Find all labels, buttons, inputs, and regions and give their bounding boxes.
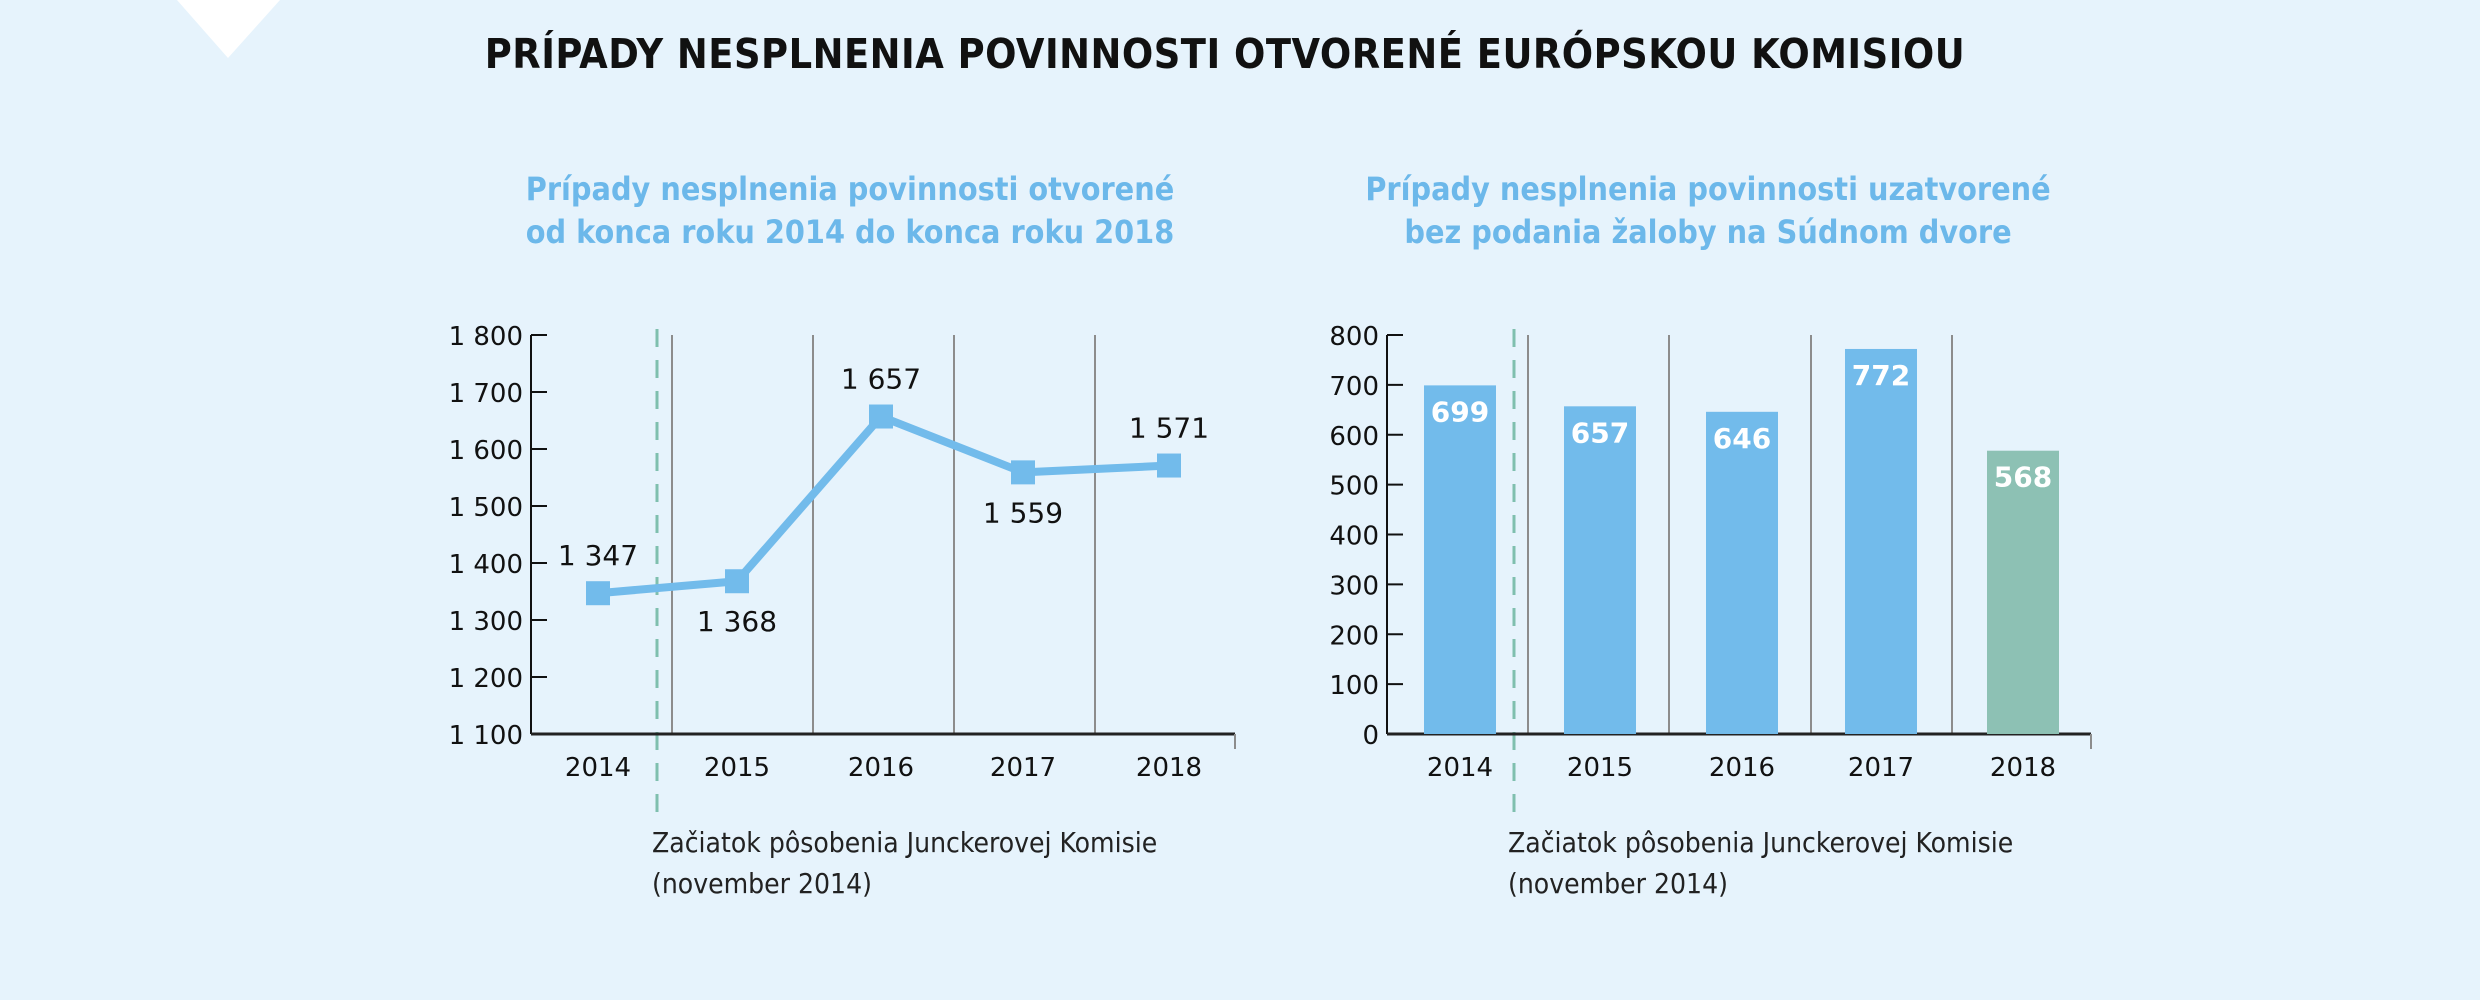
annotation-line-1: Začiatok pôsobenia Junckerovej Komisie (1508, 826, 2014, 859)
bar-2018 (1987, 450, 2059, 734)
bar-2017 (1845, 348, 1917, 734)
bar-chart-annotation: Začiatok pôsobenia Junckerovej Komisie (… (1508, 822, 2013, 904)
data-point-2015 (725, 569, 749, 594)
data-line (597, 412, 1170, 598)
y-tick-label: 1 500 (449, 493, 523, 523)
x-tick-label: 2018 (1990, 753, 2056, 783)
y-tick-label: 0 (1362, 721, 1379, 751)
x-tick-label: 2014 (1427, 753, 1493, 783)
x-tick-label: 2015 (1567, 753, 1633, 783)
y-tick-label: 1 300 (449, 607, 523, 637)
y-tick-label: 400 (1329, 522, 1379, 552)
bar-label-2017: 772 (1852, 359, 1910, 392)
page-title: PRÍPADY NESPLNENIA POVINNOSTI OTVORENÉ E… (484, 30, 1966, 78)
x-tick-label: 2016 (848, 753, 914, 783)
bar-2015 (1564, 406, 1636, 734)
data-point-2017 (1011, 460, 1035, 485)
x-tick-label: 2016 (1709, 753, 1775, 783)
bar-label-2014: 699 (1431, 395, 1489, 428)
y-tick-label: 1 800 (449, 322, 523, 352)
data-label-2016: 1 657 (841, 363, 921, 396)
x-tick-label: 2017 (1848, 753, 1914, 783)
data-point-2018 (1157, 453, 1181, 478)
data-label-2018: 1 571 (1129, 412, 1209, 445)
data-point-2014 (586, 581, 610, 606)
y-tick-label: 100 (1329, 671, 1379, 701)
y-tick-label: 500 (1329, 472, 1379, 502)
y-tick-label: 1 400 (449, 550, 523, 580)
y-tick-label: 800 (1329, 322, 1379, 352)
y-tick-label: 600 (1329, 422, 1379, 452)
bar-2014 (1424, 385, 1496, 734)
x-tick-label: 2015 (704, 753, 770, 783)
y-tick-label: 1 200 (449, 664, 523, 694)
bar-label-2016: 646 (1713, 422, 1771, 455)
y-tick-label: 1 600 (449, 436, 523, 466)
bar-label-2015: 657 (1571, 416, 1629, 449)
bar-label-2018: 568 (1994, 461, 2052, 494)
x-tick-label: 2017 (990, 753, 1056, 783)
bar-chart-title: Prípady nesplnenia povinnosti uzatvorené… (1258, 168, 2158, 254)
line-chart-annotation: Začiatok pôsobenia Junckerovej Komisie (… (652, 822, 1157, 904)
data-label-2017: 1 559 (983, 496, 1063, 529)
x-tick-label: 2014 (565, 753, 631, 783)
annotation-line-2: (november 2014) (652, 867, 872, 900)
line-chart-title-line-1: Prípady nesplnenia povinnosti otvorené (525, 170, 1175, 208)
y-tick-label: 300 (1329, 571, 1379, 601)
decorative-triangle (177, 0, 280, 58)
y-tick-label: 700 (1329, 372, 1379, 402)
y-tick-label: 1 100 (449, 721, 523, 751)
bar-chart-title-line-1: Prípady nesplnenia povinnosti uzatvorené (1365, 170, 2051, 208)
line-chart-title: Prípady nesplnenia povinnosti otvorené o… (400, 168, 1300, 254)
line-chart-title-line-2: od konca roku 2014 do konca roku 2018 (525, 213, 1175, 251)
annotation-line-1: Začiatok pôsobenia Junckerovej Komisie (652, 826, 1158, 859)
y-tick-label: 200 (1329, 621, 1379, 651)
data-point-2016 (869, 404, 893, 429)
x-tick-label: 2018 (1136, 753, 1202, 783)
y-tick-label: 1 700 (449, 379, 523, 409)
data-label-2015: 1 368 (697, 605, 777, 638)
bar-2016 (1706, 411, 1778, 734)
data-label-2014: 1 347 (558, 539, 638, 572)
annotation-line-2: (november 2014) (1508, 867, 1728, 900)
bar-chart-title-line-2: bez podania žaloby na Súdnom dvore (1404, 213, 2012, 251)
